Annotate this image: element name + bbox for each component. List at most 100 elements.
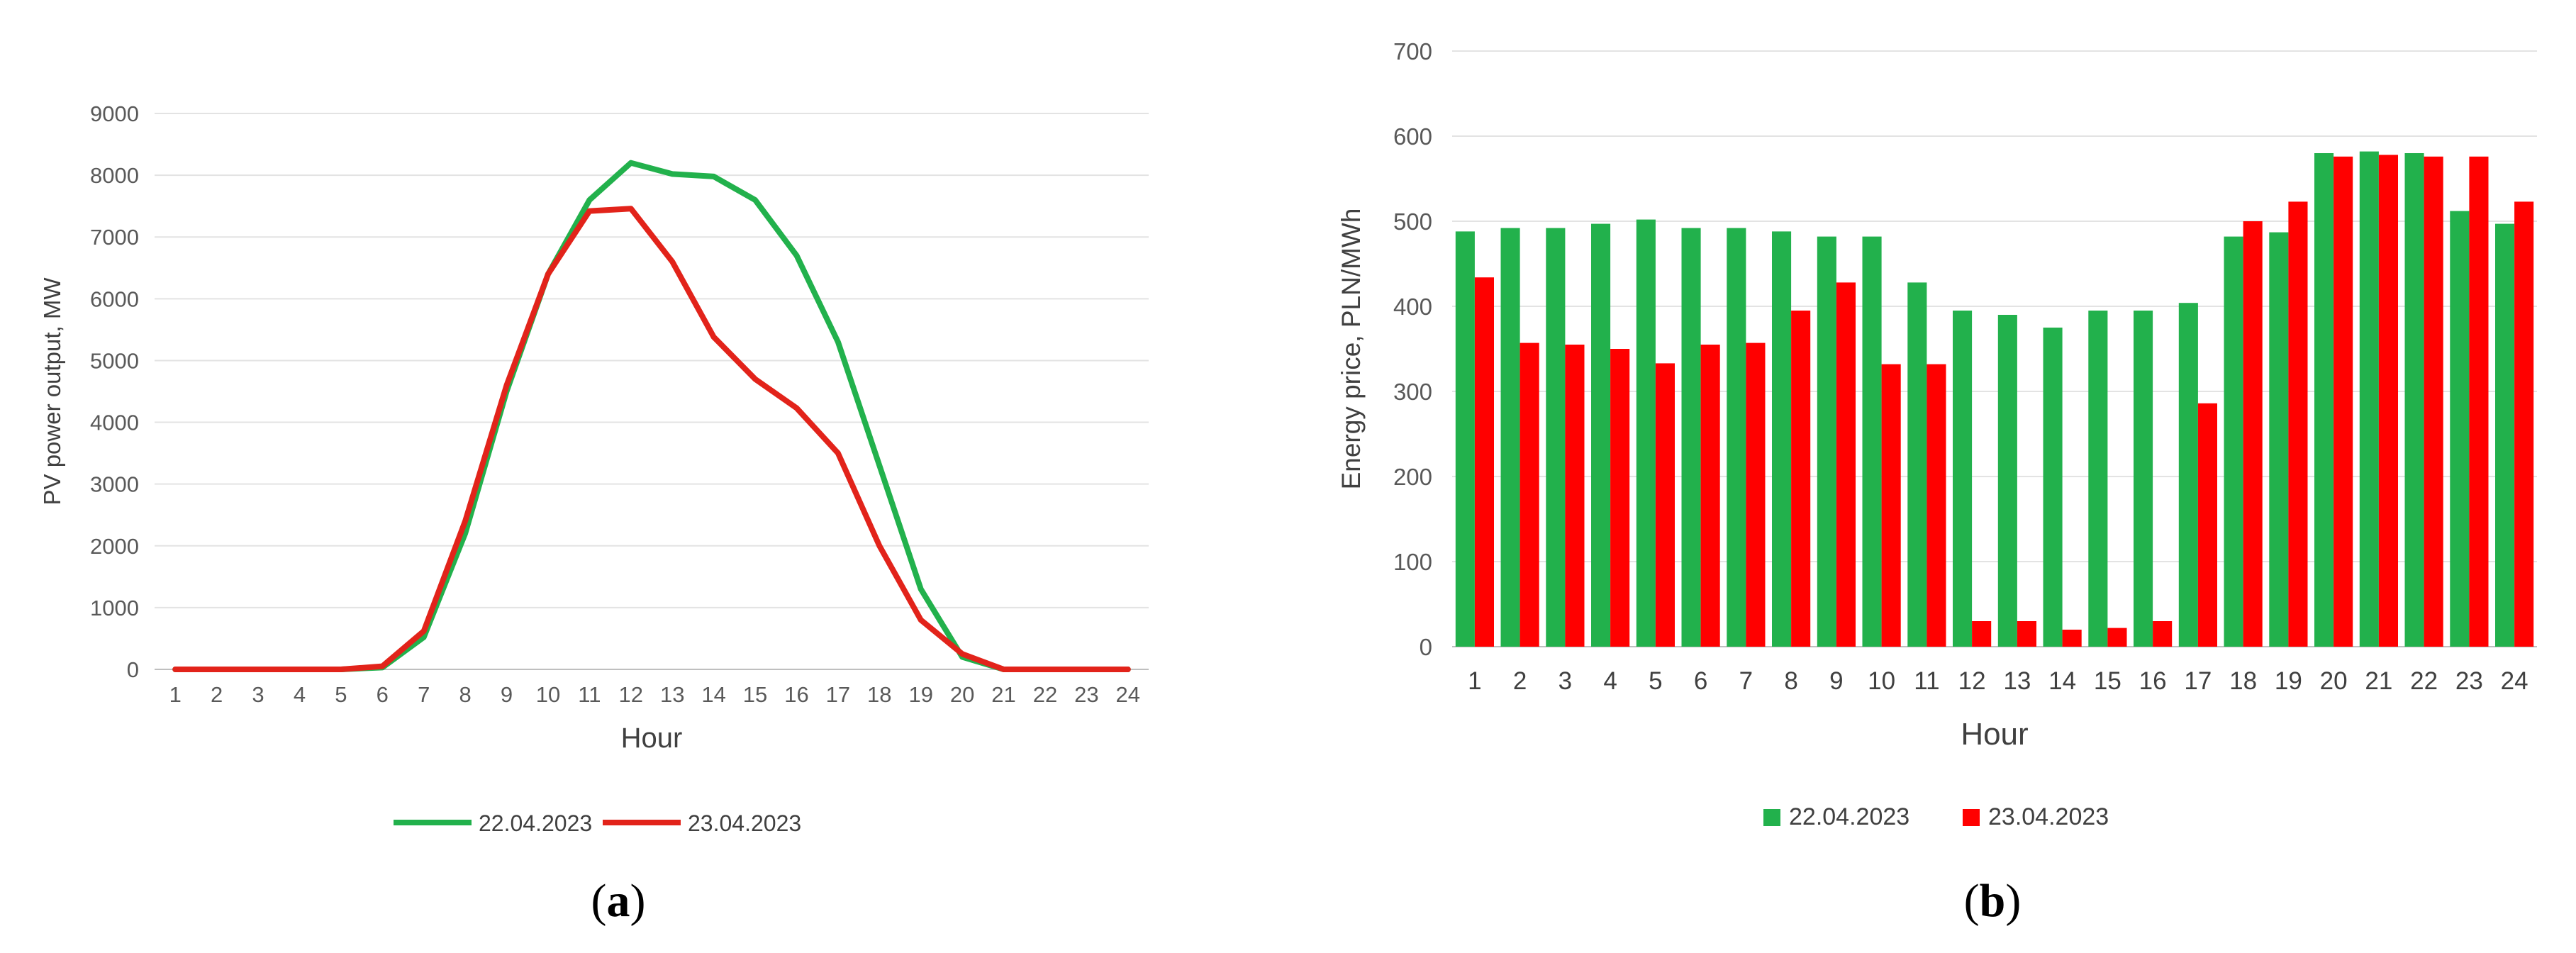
bar-s2-h18 — [2243, 221, 2263, 647]
bar-s2-h8 — [1791, 311, 1811, 647]
y-tick-label: 6000 — [90, 286, 139, 311]
bar-s1-h19 — [2269, 232, 2289, 647]
bar-s2-h19 — [2288, 201, 2308, 647]
x-tick-label: 16 — [784, 682, 808, 707]
x-tick-label: 17 — [2184, 667, 2212, 695]
x-tick-label: 14 — [701, 682, 725, 707]
y-tick-label: 5000 — [90, 348, 139, 373]
bar-s2-h5 — [1655, 363, 1675, 647]
y-tick-label: 400 — [1393, 294, 1432, 320]
bar-s2-h20 — [2334, 156, 2353, 647]
x-tick-label: 16 — [2139, 667, 2167, 695]
bar-s1-h12 — [1953, 311, 1973, 647]
bar-s2-h24 — [2514, 201, 2534, 647]
x-tick-label: 6 — [1694, 667, 1707, 695]
y-tick-label: 300 — [1393, 379, 1432, 405]
y-tick-label: 7000 — [90, 225, 139, 250]
bar-s2-h16 — [2153, 621, 2173, 647]
x-tick-label: 22 — [1033, 682, 1057, 707]
bar-s2-h21 — [2378, 155, 2398, 647]
x-tick-label: 10 — [536, 682, 560, 707]
legend-entry-2: 23.04.2023 — [603, 810, 801, 836]
y-tick-label: 700 — [1393, 38, 1432, 65]
bar-s1-h24 — [2495, 223, 2515, 647]
x-tick-label: 13 — [2003, 667, 2031, 695]
bar-s1-h15 — [2088, 311, 2108, 647]
x-tick-label: 23 — [2455, 667, 2483, 695]
bar-s1-h11 — [1907, 282, 1927, 647]
x-tick-label: 6 — [377, 682, 389, 707]
x-tick-label: 14 — [2048, 667, 2076, 695]
x-axis-label: Hour — [1961, 717, 2028, 752]
x-tick-label: 4 — [294, 682, 306, 707]
series-line-2 — [172, 206, 1131, 672]
bar-s2-h15 — [2107, 628, 2127, 647]
bar-s2-h14 — [2062, 630, 2082, 647]
y-tick-label: 500 — [1393, 208, 1432, 235]
bar-s2-h22 — [2424, 156, 2443, 647]
bar-s1-h10 — [1862, 236, 1882, 647]
x-tick-label: 11 — [578, 682, 601, 707]
legend-entry-1: 22.04.2023 — [394, 810, 592, 836]
y-axis-label: Energy price, PLN/MWh — [1337, 208, 1366, 490]
bar-s1-h17 — [2178, 303, 2198, 647]
x-tick-label: 18 — [867, 682, 891, 707]
x-tick-label: 5 — [335, 682, 347, 707]
y-tick-label: 0 — [1420, 634, 1432, 660]
x-tick-label: 21 — [2365, 667, 2392, 695]
x-tick-label: 3 — [1559, 667, 1572, 695]
x-tick-label: 20 — [950, 682, 974, 707]
bar-s1-h7 — [1727, 228, 1746, 647]
bar-s1-h16 — [2134, 311, 2153, 647]
x-tick-label: 11 — [1914, 667, 1939, 695]
bar-s2-h1 — [1474, 277, 1494, 647]
x-tick-label: 9 — [1829, 667, 1843, 695]
x-tick-label: 18 — [2229, 667, 2257, 695]
legend-label: 23.04.2023 — [688, 810, 801, 836]
x-tick-label: 15 — [743, 682, 767, 707]
panel-b: 0 100 200 300 400 500 600 700 1 2 3 4 5 6 7 8 9 10 11 12 13 1… — [1276, 0, 2576, 949]
panel-caption: (a) — [591, 875, 646, 927]
x-tick-label: 7 — [418, 682, 430, 707]
bar-s2-h2 — [1520, 342, 1539, 647]
y-axis-label: PV power output, MW — [39, 277, 65, 506]
bar-s2-h6 — [1700, 345, 1720, 647]
x-tick-label: 21 — [991, 682, 1015, 707]
bar-s1-h1 — [1455, 231, 1475, 647]
bar-s2-h17 — [2197, 403, 2217, 647]
bar-s1-h4 — [1591, 223, 1611, 647]
x-tick-label: 12 — [1958, 667, 1986, 695]
x-tick-label: 19 — [2275, 667, 2302, 695]
x-tick-label: 23 — [1074, 682, 1098, 707]
x-tick-label: 15 — [2094, 667, 2121, 695]
y-tick-label: 3000 — [90, 472, 139, 497]
y-tick-label: 9000 — [90, 101, 139, 126]
bar-s1-h21 — [2359, 151, 2379, 647]
legend-swatch — [1763, 809, 1780, 826]
bar-s1-h5 — [1636, 219, 1656, 647]
y-tick-label: 1000 — [90, 596, 139, 620]
bar-s2-h23 — [2469, 156, 2489, 647]
x-tick-label: 24 — [2501, 667, 2528, 695]
bar-s1-h18 — [2224, 236, 2243, 647]
bar-s1-h2 — [1500, 228, 1520, 647]
legend-label: 22.04.2023 — [1789, 803, 1909, 830]
x-tick-label: 17 — [826, 682, 850, 707]
bar-s1-h8 — [1772, 231, 1792, 647]
x-tick-label: 4 — [1603, 667, 1617, 695]
x-tick-label: 13 — [660, 682, 684, 707]
x-axis-label: Hour — [621, 723, 683, 754]
y-tick-label: 200 — [1393, 464, 1432, 490]
bar-s2-h4 — [1610, 349, 1630, 647]
x-tick-label: 3 — [252, 682, 264, 707]
bar-s1-h13 — [1997, 315, 2017, 647]
bar-s1-h6 — [1681, 228, 1701, 647]
x-tick-label: 9 — [501, 682, 513, 707]
bar-s2-h3 — [1565, 345, 1585, 647]
legend-label: 22.04.2023 — [479, 810, 592, 836]
x-tick-label: 19 — [908, 682, 932, 707]
x-tick-label: 24 — [1116, 682, 1140, 707]
x-tick-label: 12 — [619, 682, 643, 707]
